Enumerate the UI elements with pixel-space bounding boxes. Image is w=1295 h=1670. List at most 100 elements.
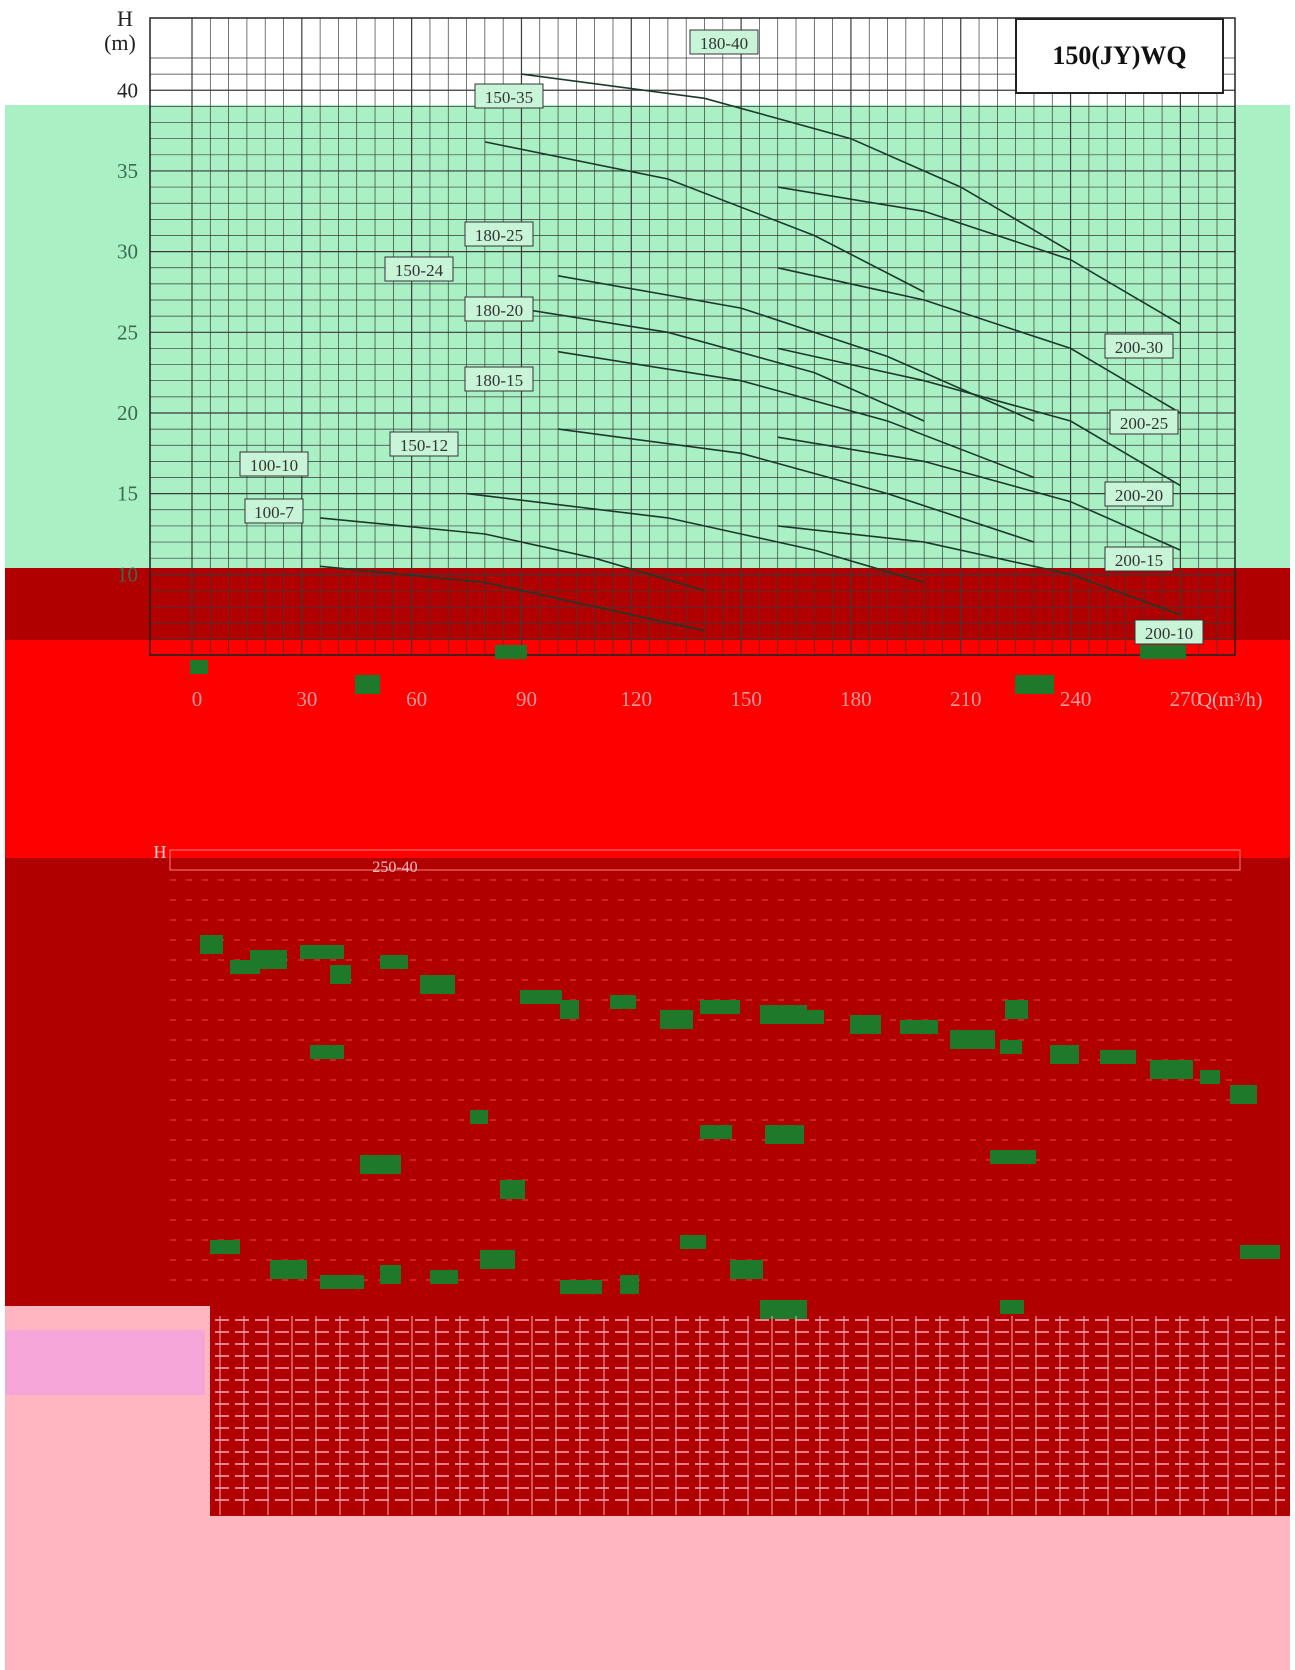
noise-block	[950, 1030, 995, 1049]
curve-180-15	[557, 428, 1035, 543]
plot-border	[149, 17, 1236, 656]
curve-label-box	[389, 431, 459, 457]
curve-label-box	[384, 256, 454, 282]
noise-block	[300, 945, 344, 959]
x-tick-label: 30	[296, 687, 317, 711]
noise-block	[1230, 1085, 1257, 1104]
noise-block	[700, 1000, 740, 1014]
curve-label-box	[1134, 619, 1204, 645]
noise-block	[1240, 1245, 1280, 1259]
noise-block	[480, 1250, 515, 1269]
noise-block	[1140, 645, 1186, 659]
curve-label-box	[474, 83, 544, 109]
curve-label-box	[464, 296, 534, 322]
noise-block	[1100, 1050, 1136, 1064]
noise-block	[270, 1260, 307, 1279]
green-band	[5, 105, 1290, 580]
y-tick-label: 10	[117, 562, 138, 586]
curve-200-20	[777, 347, 1181, 487]
pink-band-left	[5, 1330, 205, 1395]
noise-blocks	[190, 645, 1285, 1515]
noise-block	[310, 1045, 344, 1059]
y-tick-label: 15	[117, 482, 138, 506]
curve-label-200-10: 200-10	[1145, 624, 1193, 643]
noise-block	[760, 1300, 807, 1319]
lower-curve-label: 250-40	[372, 859, 417, 876]
noise-block	[330, 965, 351, 984]
x-tick-label: 180	[840, 687, 872, 711]
noise-block	[430, 1270, 458, 1284]
curve-label-box	[244, 498, 304, 524]
x-tick-label: 120	[621, 687, 653, 711]
x-axis-label: Q(m³/h)	[1198, 689, 1263, 711]
chart-grid	[149, 17, 1236, 656]
curve-label-150-35: 150-35	[485, 88, 533, 107]
noise-block	[1050, 1045, 1079, 1064]
curve-label-box	[1109, 409, 1179, 435]
curve-label-180-25: 180-25	[475, 226, 523, 245]
y-tick-label: 20	[117, 401, 138, 425]
curve-label-box	[239, 451, 309, 477]
y-tick-label: 40	[117, 78, 138, 102]
x-tick-label: 0	[192, 687, 203, 711]
x-tick-label: 150	[730, 687, 762, 711]
noise-block	[500, 1180, 525, 1199]
lower-plot-top-border	[169, 849, 1241, 871]
noise-block	[760, 1005, 807, 1024]
noise-block	[660, 1010, 693, 1029]
curve-200-10	[777, 525, 1181, 616]
curve-100-10	[320, 517, 705, 592]
noise-block	[1150, 1060, 1193, 1079]
curve-100-7	[320, 565, 705, 632]
curve-label-200-20: 200-20	[1115, 486, 1163, 505]
noise-block	[800, 1010, 824, 1024]
curve-200-25	[777, 267, 1181, 414]
curve-label-100-10: 100-10	[250, 456, 298, 475]
curve-label-200-30: 200-30	[1115, 338, 1163, 357]
darkred-lower-block	[210, 1306, 1290, 1516]
x-tick-label: 60	[406, 687, 427, 711]
x-tick-label: 270	[1170, 687, 1202, 711]
noise-block	[680, 1235, 706, 1249]
noise-block	[560, 1280, 602, 1294]
noise-block	[380, 1265, 401, 1284]
noise-block	[900, 1020, 938, 1034]
curve-label-100-7: 100-7	[254, 503, 294, 522]
noise-block	[990, 1150, 1036, 1164]
noise-block	[200, 935, 223, 954]
noise-block	[730, 1260, 763, 1279]
y-tick-label: 25	[117, 320, 138, 344]
red-band	[5, 640, 1290, 858]
curve-150-35	[484, 141, 925, 293]
noise-block	[520, 990, 562, 1004]
curve-label-box	[1104, 546, 1174, 572]
curve-180-20	[557, 350, 1035, 479]
noise-block	[320, 1275, 364, 1289]
curve-label-box	[464, 366, 534, 392]
y-axis-label-unit: (m)	[104, 30, 136, 55]
noise-block	[250, 950, 287, 969]
darkred-band-top	[5, 568, 1290, 644]
curve-label-200-15: 200-15	[1115, 551, 1163, 570]
lower-y-axis-label: H	[154, 842, 167, 862]
noise-block	[380, 955, 408, 969]
noise-block	[190, 660, 208, 674]
noise-block	[1000, 1300, 1024, 1314]
curve-200-15	[777, 436, 1181, 551]
noise-block	[1200, 1070, 1220, 1084]
x-tick-label: 90	[516, 687, 537, 711]
noise-block	[1000, 1040, 1022, 1054]
noise-block	[620, 1275, 639, 1294]
noise-block	[1015, 675, 1054, 694]
x-tick-label: 240	[1060, 687, 1092, 711]
noise-block	[360, 1155, 401, 1174]
noise-block	[1005, 1000, 1028, 1019]
curve-label-150-24: 150-24	[395, 261, 444, 280]
curve-label-150-12: 150-12	[400, 436, 448, 455]
curve-200-30	[777, 186, 1181, 325]
noise-block	[700, 1125, 732, 1139]
y-tick-label: 35	[117, 159, 138, 183]
curve-label-180-40: 180-40	[700, 34, 748, 53]
noise-block	[355, 675, 380, 694]
